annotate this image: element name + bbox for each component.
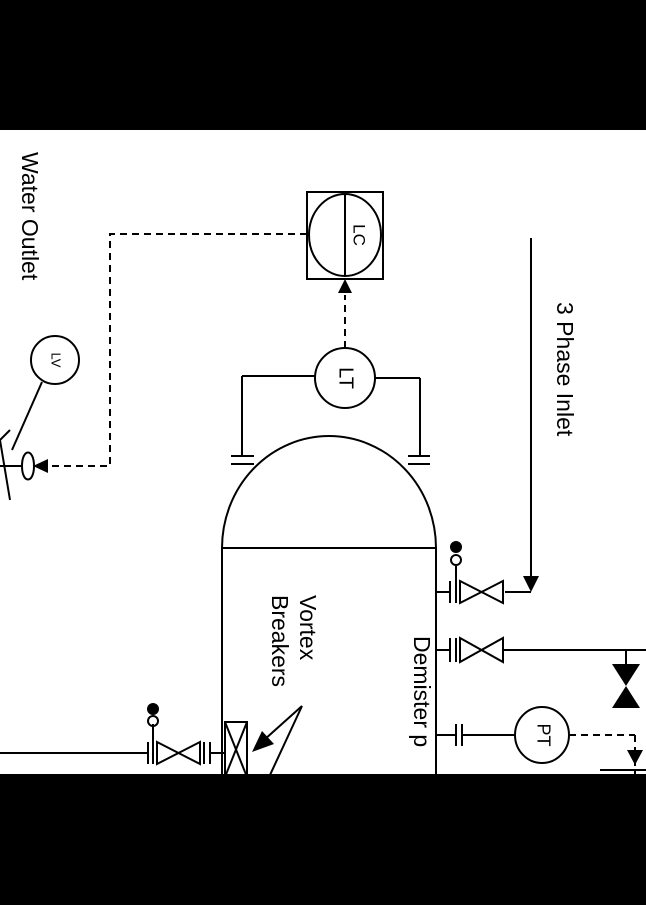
vortex-breaker [224, 721, 248, 778]
vortex-breaker-arrow [252, 705, 303, 776]
top-letterbox-bar [0, 0, 646, 130]
inlet-nozzle-valve [436, 541, 504, 605]
pt-tag: PT [533, 723, 553, 746]
gas-line-valve [612, 650, 640, 708]
bottom-letterbox-bar [0, 774, 646, 905]
gas-nozzle-valve [436, 636, 646, 664]
lt-tag: LT [335, 367, 357, 389]
lv-tag: LV [49, 353, 64, 368]
level-bridle [231, 375, 430, 465]
demister-label: Demister p [409, 636, 435, 747]
signal-arrowhead [338, 279, 352, 293]
vortex-label-line2: Breakers [267, 595, 293, 687]
lc-lv-signal-line [45, 233, 307, 467]
pid-diagram-svg: LT LC LV Water Outlet 3 Phase Inlet [0, 152, 646, 780]
water-outlet-valve [0, 703, 225, 766]
pressure-transmitter-tap: PT [436, 706, 646, 775]
level-control-valve: LV [0, 335, 80, 501]
lc-tag: LC [350, 224, 369, 246]
signal-arrowhead [33, 459, 48, 473]
pid-diagram: LT LC LV Water Outlet 3 Phase Inlet [0, 130, 646, 780]
three-phase-inlet-label: 3 Phase Inlet [552, 302, 578, 437]
three-phase-inlet-line [505, 238, 539, 593]
vortex-label-line1: Vortex [295, 595, 321, 661]
level-transmitter: LT [314, 347, 376, 409]
water-outlet-label: Water Outlet [17, 152, 43, 281]
separator-vessel [221, 435, 437, 780]
level-controller: LC [306, 191, 384, 280]
